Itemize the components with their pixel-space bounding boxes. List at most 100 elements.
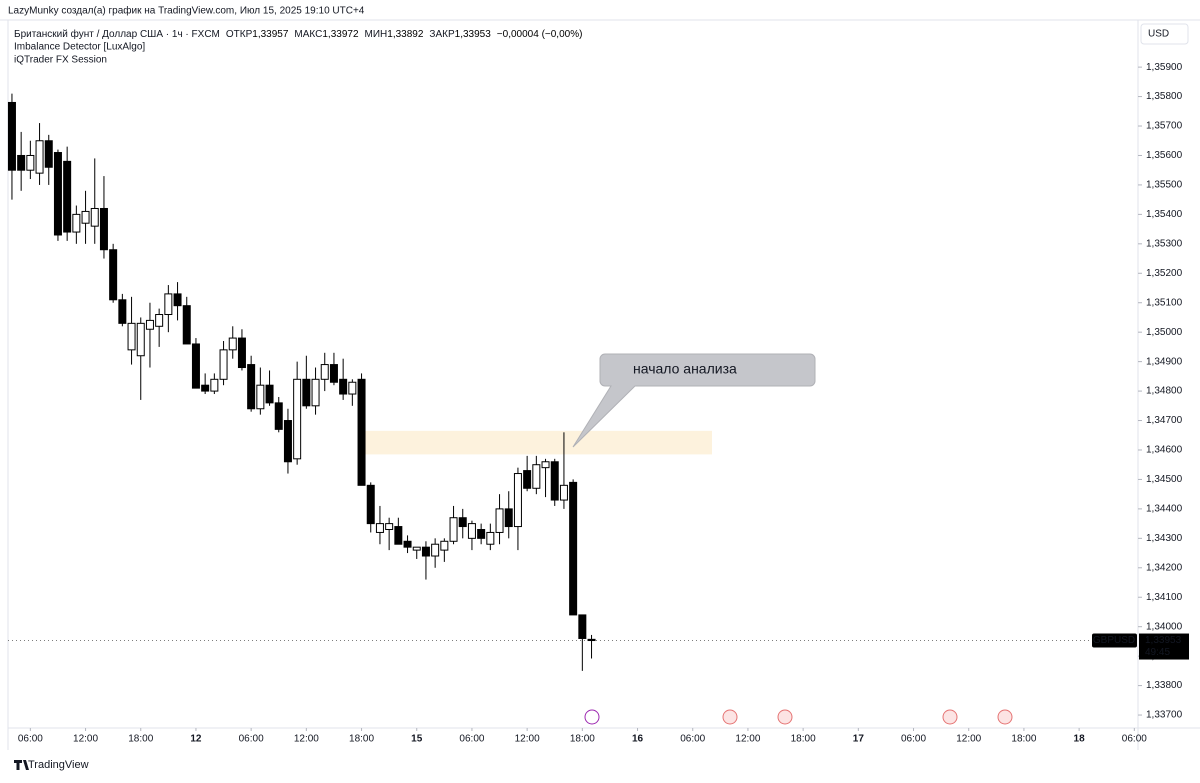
candle-body (17, 154, 26, 171)
x-tick-label: 12:00 (956, 734, 981, 745)
y-tick-label: 1,34700 (1146, 415, 1183, 426)
candle-body (440, 540, 449, 551)
y-tick-label: 1,35600 (1146, 150, 1183, 161)
x-tick-label: 18:00 (128, 734, 153, 745)
candle-body (7, 101, 16, 171)
x-tick-label: 16 (632, 734, 644, 745)
y-tick-label: 1,34300 (1146, 533, 1183, 544)
candle-body (155, 314, 164, 327)
candle-body (532, 464, 541, 489)
candle-body (421, 546, 430, 557)
candle-body (256, 384, 265, 410)
y-tick-label: 1,34000 (1146, 621, 1183, 632)
y-tick-label: 1,35300 (1146, 238, 1183, 249)
candle-body (274, 402, 283, 430)
x-tick-label: 06:00 (18, 734, 43, 745)
candle-body (486, 531, 495, 545)
event-icon[interactable] (722, 709, 738, 725)
x-tick-label: 18:00 (791, 734, 816, 745)
candle-body (541, 461, 550, 469)
candle-body (375, 523, 384, 533)
candle-body (504, 508, 513, 528)
y-tick-label: 1,35100 (1146, 297, 1183, 308)
y-tick-label: 1,34800 (1146, 386, 1183, 397)
ticker: GBPUSD (1093, 635, 1135, 646)
x-tick-label: 06:00 (239, 734, 264, 745)
candle-body (523, 470, 532, 489)
candle-body (173, 293, 182, 307)
event-icon[interactable] (997, 709, 1013, 725)
y-tick-label: 1,33700 (1146, 710, 1183, 721)
events (584, 709, 1013, 725)
candle-body (99, 207, 108, 251)
y-tick-label: 1,34900 (1146, 356, 1183, 367)
legend-item: Британский фунт / Доллар США · 1ч · FXCM (14, 28, 220, 40)
candle-body (467, 523, 476, 539)
x-tick-label: 12:00 (294, 734, 319, 745)
x-tick-label: 18:00 (349, 734, 374, 745)
candle-body (53, 152, 62, 236)
y-tick-label: 1,35800 (1146, 91, 1183, 102)
x-tick-label: 18:00 (1011, 734, 1036, 745)
legend-item: ОТКР (226, 29, 253, 40)
x-tick-label: 12:00 (515, 734, 540, 745)
candle-body (201, 384, 210, 392)
legend-item: 1,33957 (252, 29, 289, 40)
candle-body (587, 638, 596, 642)
candle-body (385, 523, 394, 531)
legend-text: Британский фунт / Доллар США · 1ч · FXCM… (14, 28, 582, 40)
candle-body (431, 543, 440, 557)
y-tick-label: 1,35900 (1146, 62, 1183, 73)
candle-body (219, 349, 228, 380)
candle-body (403, 540, 412, 548)
candle-body (320, 364, 329, 380)
y-tick-label: 1,35500 (1146, 180, 1183, 191)
candle-body (283, 420, 292, 463)
candle-body (118, 299, 127, 324)
candle-body (311, 378, 320, 407)
currency-button[interactable] (1140, 23, 1189, 45)
x-tick-label: 06:00 (1122, 734, 1147, 745)
y-tick-label: 1,34600 (1146, 445, 1183, 456)
x-tick-label: 17 (853, 734, 865, 745)
candle-body (559, 484, 568, 501)
candle-body (357, 378, 366, 486)
event-icon[interactable] (777, 709, 793, 725)
legend-item: МИН (365, 29, 388, 40)
candle-body (136, 322, 145, 357)
y-tick-label: 1,34100 (1146, 592, 1183, 603)
candle-body (90, 207, 99, 227)
candle-body (127, 322, 136, 351)
y-tick-label: 1,35400 (1146, 209, 1183, 220)
candle-body (293, 378, 302, 460)
candle-body (366, 484, 375, 525)
candle-body (237, 337, 246, 369)
candle-body (578, 614, 587, 639)
legend-item: 1,33972 (322, 29, 359, 40)
legend-item: 1,33953 (455, 29, 492, 40)
candle-body (228, 337, 237, 351)
x-tick-label: 18 (1074, 734, 1086, 745)
candle-body (247, 364, 256, 410)
credit: LazyMunky создал(а) график на TradingVie… (8, 5, 365, 17)
y-tick-label: 1,35000 (1146, 327, 1183, 338)
candle-body (394, 526, 403, 545)
event-icon[interactable] (942, 709, 958, 725)
candle-body (550, 461, 559, 501)
candle-body (63, 160, 72, 233)
candle-body (109, 249, 118, 301)
candle-body (210, 378, 219, 392)
indicator-name: Imbalance Detector [LuxAlgo] (14, 42, 145, 53)
candle-body (164, 293, 173, 316)
candle-body (412, 546, 421, 551)
y-tick-label: 1,34500 (1146, 474, 1183, 485)
event-icon[interactable] (584, 709, 600, 725)
candle-body (348, 381, 357, 395)
x-tick-label: 06:00 (459, 734, 484, 745)
logo (14, 760, 29, 770)
y-tick-label: 1,35700 (1146, 121, 1183, 132)
brand: TradingView (28, 759, 89, 771)
x-tick-label: 15 (411, 734, 423, 745)
callout-text: начало анализа (633, 361, 737, 377)
